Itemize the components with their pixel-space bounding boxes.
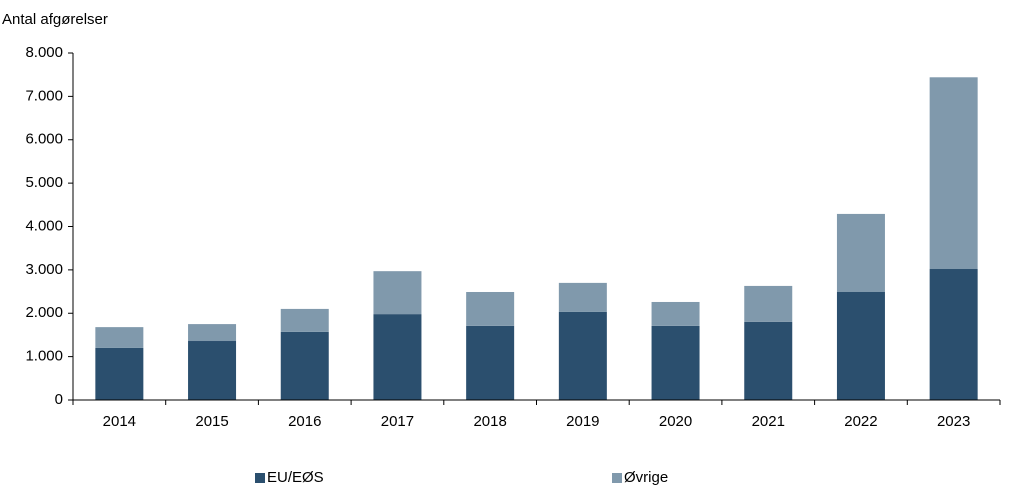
y-tick-label: 5.000	[25, 174, 63, 191]
bar-segment	[558, 311, 607, 400]
bar-segment	[188, 324, 237, 342]
bar-segment	[836, 291, 885, 400]
x-tick-label: 2021	[752, 413, 785, 430]
bar-segment	[188, 341, 237, 400]
x-tick-label: 2015	[195, 413, 228, 430]
bar-segment	[651, 325, 700, 400]
legend-label: EU/EØS	[267, 469, 324, 486]
y-tick-label: 7.000	[25, 87, 63, 104]
y-tick-label: 3.000	[25, 261, 63, 278]
y-tick-label: 8.000	[25, 44, 63, 61]
x-tick-label: 2017	[381, 413, 414, 430]
bar-segment	[466, 325, 515, 400]
y-axis-label: Antal afgørelser	[2, 11, 108, 28]
y-tick-label: 4.000	[25, 217, 63, 234]
x-tick-label: 2023	[937, 413, 970, 430]
bar-segment	[373, 314, 422, 400]
bar-segment	[651, 301, 700, 326]
x-tick-label: 2022	[844, 413, 877, 430]
bar-segment	[466, 291, 515, 326]
bar-segment	[558, 282, 607, 312]
legend-swatch	[255, 473, 265, 483]
bar-segment	[744, 285, 793, 322]
bar-segment	[929, 77, 978, 270]
bar-segment	[744, 321, 793, 400]
bar-segment	[836, 213, 885, 292]
x-tick-label: 2020	[659, 413, 692, 430]
y-tick-label: 0	[55, 391, 63, 408]
bar-segment	[95, 347, 144, 400]
bar-segment	[95, 327, 144, 348]
bar-segment	[929, 269, 978, 400]
legend-label: Øvrige	[624, 469, 668, 486]
bar-segment	[280, 308, 329, 332]
bar-segment	[280, 331, 329, 400]
x-tick-label: 2019	[566, 413, 599, 430]
y-tick-label: 2.000	[25, 304, 63, 321]
y-tick-label: 1.000	[25, 348, 63, 365]
x-tick-label: 2016	[288, 413, 321, 430]
x-tick-label: 2014	[103, 413, 136, 430]
x-tick-label: 2018	[473, 413, 506, 430]
y-tick-label: 6.000	[25, 131, 63, 148]
bar-segment	[373, 271, 422, 315]
legend-swatch	[612, 473, 622, 483]
